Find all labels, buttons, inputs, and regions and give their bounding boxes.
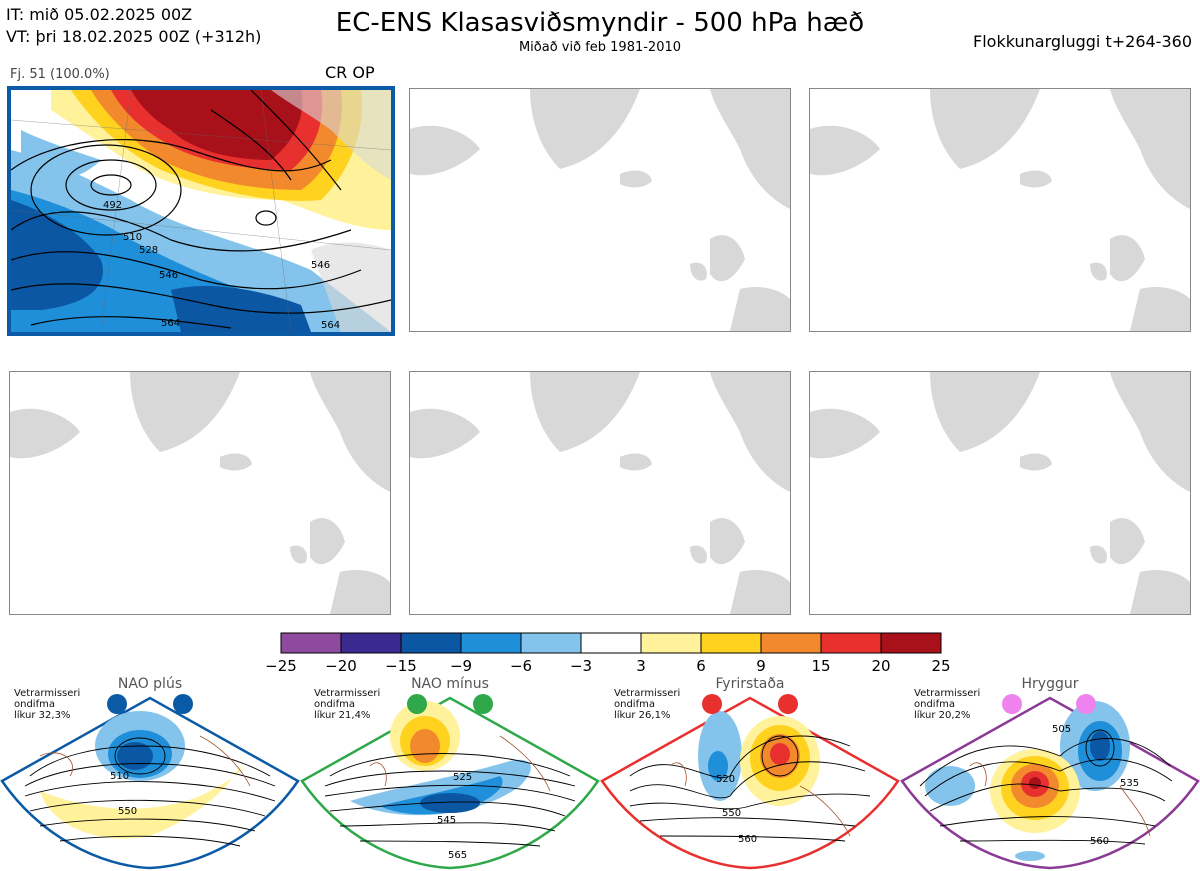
contour-label: 535 [1120,778,1139,789]
regime-nao-minus[interactable]: 525 545 565 NAO mínus Vetrarmisseri ondif… [300,676,600,871]
colorbar-tick-label: −15 [385,657,417,675]
contour-label: 525 [453,772,472,783]
basemap [810,372,1190,614]
contour-label: 505 [1052,724,1071,735]
colorbar-swatch [880,632,942,654]
colorbar-swatch [760,632,822,654]
colorbar-tick-label: 3 [636,657,646,675]
regime-map: 510 550 [0,694,300,870]
colorbar-tick-label: −25 [265,657,297,675]
contour-label-5: 564 [161,318,180,329]
regime-title: Hryggur [1021,676,1079,692]
colorbar-swatch [520,632,582,654]
contour-label: 550 [722,808,741,819]
regime-info: Vetrarmisseri ondifma líkur 26,1% [614,688,681,721]
regime-map: 505 535 560 [900,694,1200,870]
page-subtitle: Miðað við feb 1981-2010 [518,40,682,55]
contour-label: 545 [437,815,456,826]
regime-info: Vetrarmisseri ondifma líkur 21,4% [314,688,381,721]
contour-label: 560 [1090,836,1109,847]
regime-ridge[interactable]: 505 535 560 Hryggur Vetrarmisseri ondifma… [900,676,1200,871]
contour-label: 560 [738,834,757,845]
colorbar-tick-label: 20 [871,657,891,675]
page-title: EC-ENS Klasasviðsmyndir - 500 hPa hæð [335,8,865,38]
regime-title: Fyrirstaða [715,676,785,692]
regime-info: Vetrarmisseri ondifma líkur 20,2% [914,688,981,721]
colorbar-swatch [460,632,522,654]
cluster-member-count: Fj. 51 (100.0%) [10,67,110,82]
colorbar [280,632,942,654]
colorbar-swatch [400,632,462,654]
colorbar-tick-label: 15 [811,657,831,675]
regime-title: NAO mínus [411,676,489,692]
empty-map-panel-3[interactable] [809,88,1191,332]
basemap [810,89,1190,331]
valid-time: VT: þri 18.02.2025 00Z (+312h) [6,27,262,46]
empty-map-panel-6[interactable] [809,371,1191,615]
regime-blocking[interactable]: 520 550 560 Fyrirstaða Vetrarmisseri ondi… [600,676,900,871]
colorbar-swatch [700,632,762,654]
colorbar-swatch [640,632,702,654]
classification-window: Flokkunargluggi t+264-360 [973,32,1192,51]
contour-label: 565 [448,850,467,861]
regime-nao-plus[interactable]: 510 550 NAO plús Vetrarmisseri ondifma lík… [0,676,300,871]
contour-label-4: 546 [159,270,178,281]
regime-dot-left [107,694,127,714]
regime-info: Vetrarmisseri ondifma líkur 32,3% [14,688,81,721]
colorbar-tick-label: −6 [509,657,533,675]
cluster-tag: CR OP [325,63,375,82]
basemap [410,89,790,331]
colorbar-tick-label: −20 [325,657,357,675]
colorbar-tick-label: −3 [569,657,593,675]
contour-label: 550 [118,806,137,817]
regime-title: NAO plús [117,676,183,692]
contour-label: 510 [110,771,129,782]
contour-label-2: 510 [123,232,142,243]
empty-map-panel-5[interactable] [409,371,791,615]
cluster-map-panel[interactable]: 492 510 528 546 564 546 564 [7,86,395,336]
contour-label-3: 528 [139,245,158,256]
contour-label-7: 564 [321,320,340,331]
colorbar-tick-label: −9 [449,657,473,675]
empty-map-panel-4[interactable] [9,371,391,615]
contour-label-1: 492 [103,200,122,211]
contour-label: 520 [716,774,735,785]
cluster-map: 492 510 528 546 564 546 564 [11,90,391,332]
regime-dot-left [1002,694,1022,714]
colorbar-tick-label: 6 [696,657,706,675]
empty-map-panel-2[interactable] [409,88,791,332]
regime-dot-left [702,694,722,714]
contour-label-6: 546 [311,260,330,271]
colorbar-tick-label: 25 [931,657,951,675]
colorbar-swatch [580,632,642,654]
regime-map: 525 545 565 [300,694,600,870]
colorbar-swatch [280,632,342,654]
basemap [10,372,390,614]
colorbar-tick-label: 9 [756,657,766,675]
regime-dot-right [778,694,798,714]
regime-dot-right [473,694,493,714]
colorbar-swatch [340,632,402,654]
regime-dot-left [407,694,427,714]
colorbar-swatch [820,632,882,654]
basemap [410,372,790,614]
regime-map: 520 550 560 [600,694,900,870]
initial-time: IT: mið 05.02.2025 00Z [6,5,193,24]
header-info: IT: mið 05.02.2025 00Z VT: þri 18.02.202… [6,4,261,48]
regime-dot-right [1076,694,1096,714]
regime-dot-right [173,694,193,714]
